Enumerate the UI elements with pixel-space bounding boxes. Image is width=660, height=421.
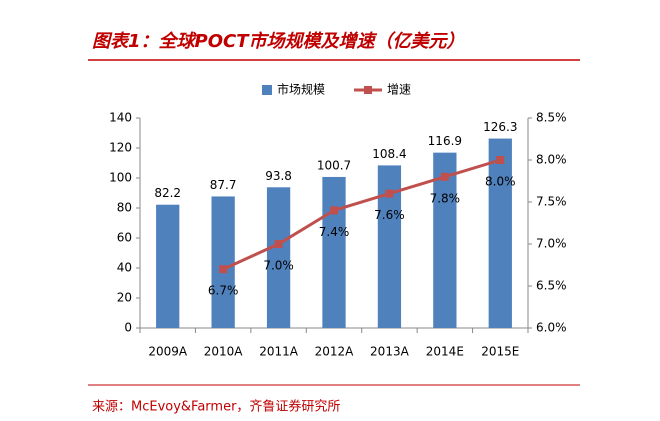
line-marker [496, 156, 505, 164]
x-tick-label: 2013A [370, 345, 410, 359]
legend-swatch [364, 86, 372, 94]
line-marker [440, 172, 449, 181]
y-tick-label: 100 [109, 171, 132, 185]
line [222, 158, 501, 271]
bar [156, 204, 180, 328]
line-value-label: 7.4% [319, 225, 350, 239]
y2-tick-label: 7.0% [536, 237, 567, 251]
line-marker [219, 265, 228, 274]
y-tick-label: 80 [117, 201, 132, 215]
line-value-label: 6.7% [208, 284, 239, 298]
line-value-label: 7.6% [374, 208, 405, 222]
y2-tick-label: 6.5% [536, 279, 567, 293]
x-tick-label: 2010A [204, 345, 244, 359]
bar [322, 176, 346, 328]
bar [377, 165, 402, 328]
bar [488, 138, 512, 328]
bar [211, 196, 235, 328]
x-tick-label: 2011A [259, 345, 299, 359]
line-value-label: 8.0% [485, 175, 516, 189]
line-marker [385, 189, 394, 198]
bar-value-label: 126.3 [483, 120, 517, 134]
legend-label: 市场规模 [277, 82, 325, 97]
y-tick-label: 60 [117, 231, 132, 245]
x-tick-label: 2009A [148, 345, 188, 359]
bar-value-label: 116.9 [428, 134, 462, 148]
y-tick-label: 0 [124, 321, 132, 335]
x-tick-label: 2015E [481, 345, 519, 359]
bar [433, 152, 457, 328]
bar-value-label: 82.2 [154, 186, 181, 200]
y2-tick-label: 6.0% [536, 321, 567, 335]
bar-value-label: 87.7 [210, 178, 237, 192]
x-tick-label: 2012A [315, 345, 355, 359]
x-tick-label: 2014E [426, 345, 464, 359]
bar [266, 187, 291, 328]
y-tick-label: 140 [109, 111, 132, 125]
y2-tick-label: 8.5% [536, 111, 567, 125]
y2-tick-label: 8.0% [536, 153, 567, 167]
line-value-label: 7.8% [430, 191, 461, 205]
chart-title: 图表1：全球POCT市场规模及增速（亿美元） [92, 31, 465, 52]
line-marker [330, 206, 338, 215]
bar-value-label: 100.7 [317, 158, 351, 172]
line-value-label: 7.0% [263, 259, 294, 273]
line-marker [274, 240, 283, 248]
y-tick-label: 40 [117, 261, 132, 275]
legend-label: 增速 [387, 83, 411, 97]
y-tick-label: 20 [117, 291, 132, 305]
bar-value-label: 93.8 [265, 169, 292, 183]
y-tick-label: 120 [109, 141, 132, 155]
source: 来源：McEvoy&Farmer，齐鲁证券研究所 [92, 399, 340, 415]
legend-swatch [262, 85, 272, 95]
y2-tick-label: 7.5% [536, 195, 567, 209]
bar-value-label: 108.4 [372, 147, 406, 161]
